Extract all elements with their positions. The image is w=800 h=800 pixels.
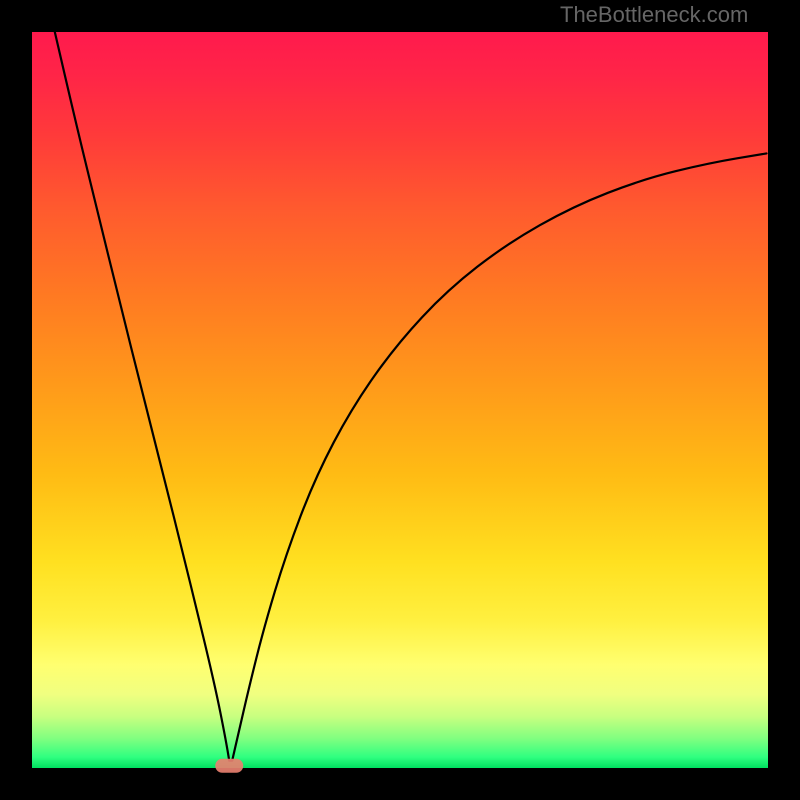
watermark-text: TheBottleneck.com bbox=[560, 2, 748, 28]
notch-marker bbox=[215, 759, 243, 773]
plot-area bbox=[32, 32, 768, 768]
chart-canvas bbox=[0, 0, 800, 800]
